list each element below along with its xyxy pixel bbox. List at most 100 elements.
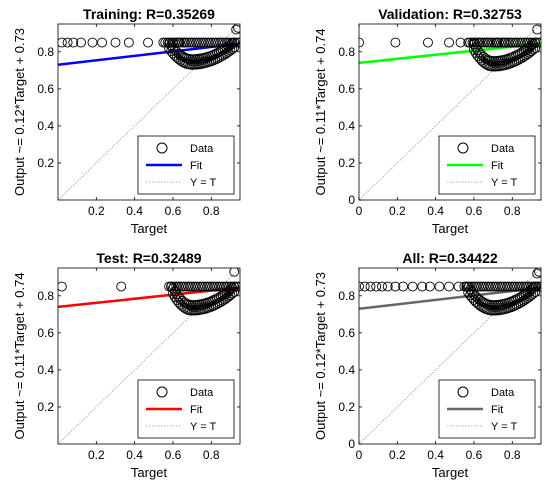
data-point xyxy=(467,37,478,48)
data-point xyxy=(502,281,513,292)
x-axis-label: Target xyxy=(432,221,469,236)
x-axis-label: Target xyxy=(131,221,168,236)
x-tick-label: 0.8 xyxy=(504,448,521,462)
regression-panel: 0.2 0.4 0.6 0.8 0.2 0.4 0.6 0.8 Training: R=0.35… xyxy=(12,6,241,236)
data-point xyxy=(76,37,86,48)
data-point xyxy=(474,47,485,58)
data-point xyxy=(486,37,497,48)
data-point xyxy=(212,281,222,292)
legend-label: Y = T xyxy=(491,177,517,189)
data-point xyxy=(196,37,207,48)
data-point xyxy=(193,37,204,48)
data-point xyxy=(203,37,214,48)
data-point xyxy=(174,37,185,48)
data-point xyxy=(514,281,525,292)
data-point xyxy=(221,281,232,292)
data-point xyxy=(481,37,492,48)
axes-box xyxy=(358,23,542,201)
data-point xyxy=(463,282,474,292)
data-point xyxy=(522,37,533,48)
data-point xyxy=(229,42,240,53)
data-point xyxy=(229,268,240,277)
data-point xyxy=(227,44,238,55)
y-tick-label: 0.8 xyxy=(37,45,54,59)
data-point xyxy=(195,281,206,292)
data-point xyxy=(533,281,541,292)
data-point xyxy=(474,37,485,48)
data-point xyxy=(204,281,215,292)
data-point xyxy=(476,281,487,292)
data-point xyxy=(534,268,541,277)
data-point xyxy=(478,281,489,292)
data-point xyxy=(173,281,184,292)
data-point xyxy=(398,281,409,292)
data-point xyxy=(359,281,370,292)
data-point xyxy=(213,37,223,48)
legend-label: Data xyxy=(491,387,515,399)
y-tick-label: 0.8 xyxy=(338,45,355,59)
legend-label: Data xyxy=(190,143,214,155)
x-tick-label: 0.8 xyxy=(203,204,220,218)
data-point xyxy=(455,37,466,48)
data-point xyxy=(444,37,454,48)
data-point xyxy=(173,291,184,302)
data-point xyxy=(169,37,180,48)
data-point xyxy=(473,281,484,292)
legend-data-marker xyxy=(156,386,168,398)
data-point xyxy=(225,45,236,56)
data-point xyxy=(468,289,479,300)
x-tick-label: 0.2 xyxy=(389,448,406,462)
data-point xyxy=(176,281,187,292)
x-tick-label: 0.4 xyxy=(427,204,444,218)
data-point xyxy=(417,281,428,292)
data-point xyxy=(423,37,433,48)
y-axis-label: Output ~= 0.12*Target + 0.73 xyxy=(313,272,328,440)
data-point xyxy=(510,37,521,48)
data-point xyxy=(197,281,208,292)
x-tick-label: 0.6 xyxy=(165,448,182,462)
data-point xyxy=(233,24,240,33)
data-point xyxy=(468,281,479,292)
data-point xyxy=(498,37,509,48)
data-point xyxy=(468,44,479,55)
y-tick-label: 0 xyxy=(348,437,355,451)
data-point xyxy=(505,37,516,48)
data-point xyxy=(232,37,240,48)
x-tick-label: 0.8 xyxy=(504,204,521,218)
x-axis-label: Target xyxy=(432,465,469,480)
axes-box xyxy=(358,267,542,445)
data-point xyxy=(229,281,240,292)
data-point xyxy=(62,37,73,48)
data-point xyxy=(58,281,67,292)
y-tick-label: 0.2 xyxy=(37,400,54,414)
y-tick-label: 0.6 xyxy=(37,326,54,340)
x-tick-label: 0.6 xyxy=(466,448,483,462)
legend-label: Fit xyxy=(491,404,503,416)
y-tick-label: 0.6 xyxy=(338,326,355,340)
data-point xyxy=(210,37,221,48)
data-point xyxy=(377,281,387,292)
data-point xyxy=(483,281,494,292)
data-point xyxy=(205,37,216,48)
x-tick-label: 0.4 xyxy=(427,448,444,462)
data-point xyxy=(214,281,225,292)
x-axis-label: Target xyxy=(131,465,168,480)
y-tick-label: 0.2 xyxy=(37,156,54,170)
legend-label: Fit xyxy=(190,404,202,416)
data-point xyxy=(58,37,67,48)
legend-data-marker xyxy=(457,142,469,154)
data-point xyxy=(480,281,491,292)
regression-panel: 0 0.2 0.4 0.6 0.8 0 0.2 0.4 0.6 0.8 All: R=0.34422… xyxy=(313,250,542,480)
data-point xyxy=(201,37,211,48)
legend-data-marker xyxy=(457,386,469,398)
data-point xyxy=(485,281,496,292)
data-point xyxy=(459,281,470,292)
data-point xyxy=(169,292,180,303)
y-tick-label: 0.6 xyxy=(338,82,355,96)
axes-box xyxy=(57,267,241,445)
data-point xyxy=(390,281,401,292)
data-point xyxy=(492,281,503,292)
data-point xyxy=(208,37,219,48)
chart-title: Training: R=0.35269 xyxy=(83,6,215,22)
